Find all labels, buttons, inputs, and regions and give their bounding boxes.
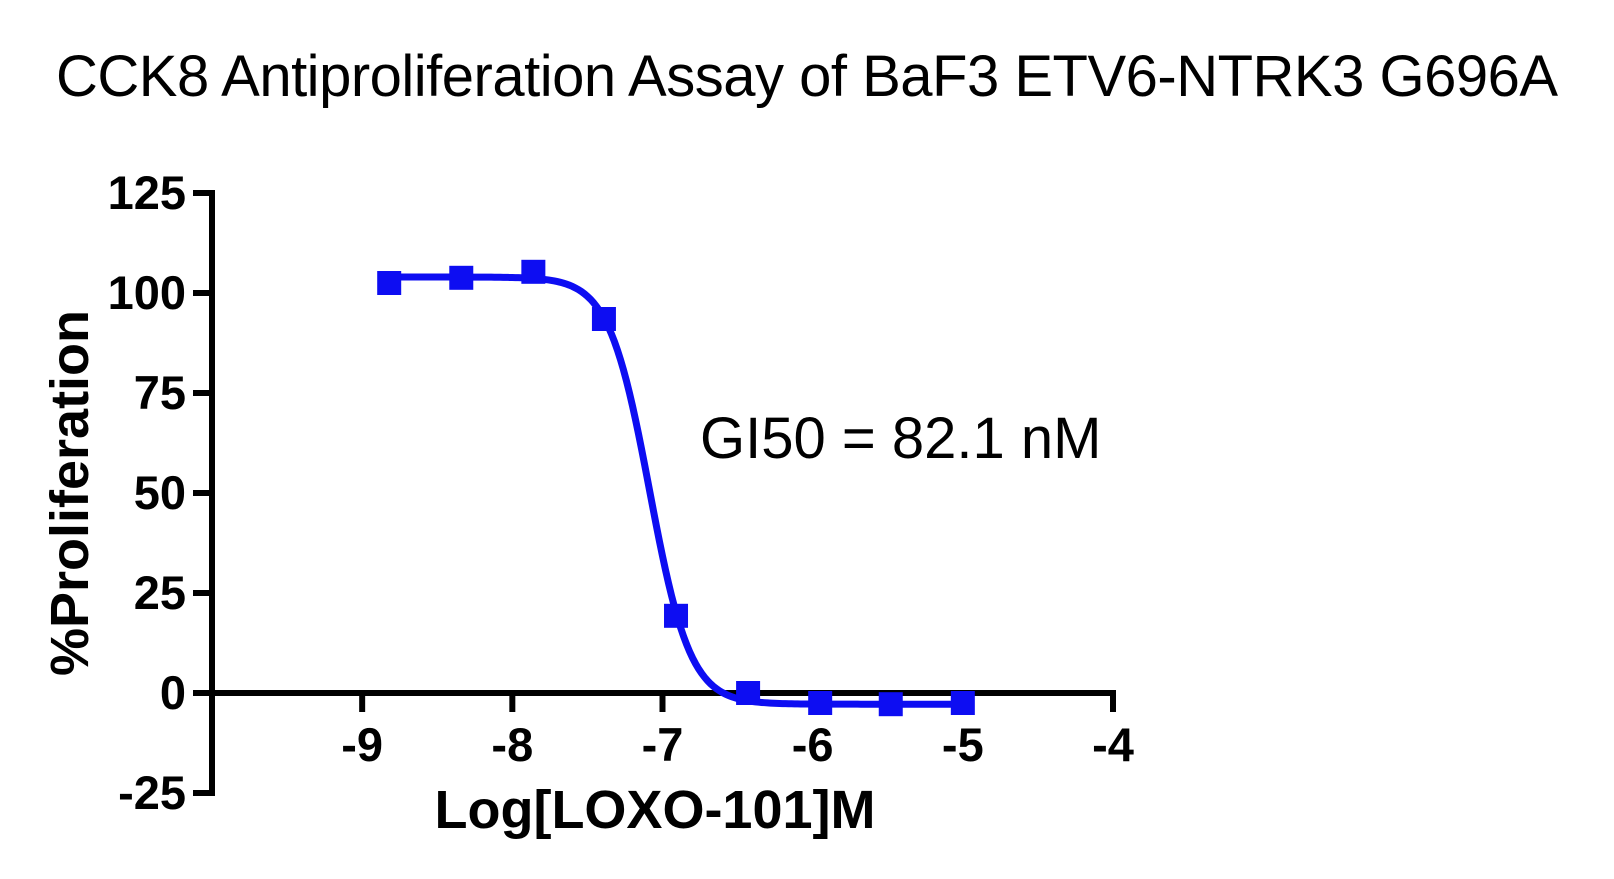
series-layer — [377, 259, 975, 717]
y-tick-label: 50 — [134, 466, 186, 519]
data-point-marker — [878, 692, 903, 717]
data-point-marker — [591, 307, 616, 331]
y-tick-label: 125 — [108, 166, 186, 219]
y-tick-label: -25 — [118, 766, 186, 819]
gi50-annotation: GI50 = 82.1 nM — [700, 406, 1101, 471]
axes-layer: 125 100 75 50 25 0 -25 -9 -8 -7 -6 -5 -4 — [108, 166, 1134, 819]
x-tick-label: -8 — [491, 718, 533, 771]
data-point-marker — [377, 271, 402, 295]
data-point-marker — [664, 603, 689, 628]
data-point-marker — [521, 259, 546, 284]
y-tick-label: 0 — [160, 666, 186, 719]
y-tick-label: 75 — [134, 366, 186, 419]
data-point-marker — [950, 691, 975, 715]
x-tick-label: -5 — [942, 718, 984, 771]
y-tick-label: 25 — [134, 566, 186, 619]
x-tick-label: -9 — [341, 718, 383, 771]
data-point-marker — [808, 691, 833, 715]
y-axis-title: %Proliferation — [40, 310, 100, 676]
y-tick-label: 100 — [108, 266, 186, 319]
x-tick-label: -4 — [1092, 718, 1134, 771]
x-tick-label: -6 — [792, 718, 834, 771]
fit-curve — [385, 273, 967, 708]
x-axis-title: Log[LOXO-101]M — [435, 780, 876, 840]
data-point-marker — [736, 681, 761, 705]
data-point-marker — [449, 265, 474, 290]
chart-title: CCK8 Antiproliferation Assay of BaF3 ETV… — [56, 44, 1558, 109]
x-tick-label: -7 — [642, 718, 684, 771]
